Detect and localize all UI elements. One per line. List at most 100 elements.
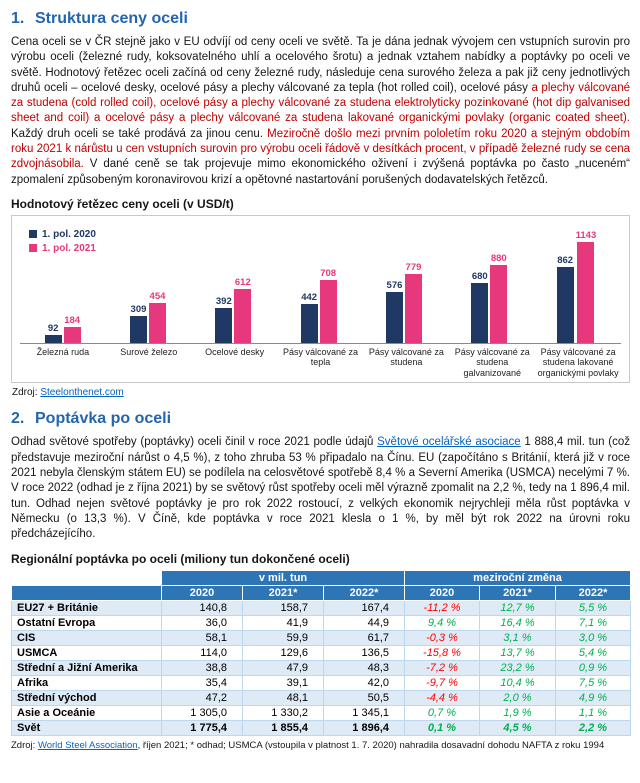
table-row: Ostatní Evropa 36,0 41,9 44,9 9,4 % 16,4 % 7,1… bbox=[11, 614, 631, 631]
tonnage-cell: 50,5 bbox=[323, 689, 405, 706]
bar: 880 bbox=[490, 252, 508, 343]
tonnage-cell: 1 345,1 bbox=[323, 704, 405, 721]
bar-rect bbox=[319, 279, 337, 343]
bar-rect bbox=[44, 334, 62, 343]
x-axis-label: Pásy válcované za studena bbox=[368, 346, 444, 368]
section-1-title: Struktura ceny oceli bbox=[35, 10, 188, 27]
tonnage-cell: 129,6 bbox=[242, 644, 324, 661]
bar: 612 bbox=[234, 276, 252, 343]
bar-value-label: 309 bbox=[130, 303, 147, 315]
change-cell: 4,9 % bbox=[555, 689, 631, 706]
table-heading: Regionální poptávka po oceli (miliony tu… bbox=[11, 551, 350, 566]
table-row: Střední a Jižní Amerika 38,8 47,9 48,3 -7,2 … bbox=[11, 659, 631, 676]
tonnage-cell: 41,9 bbox=[242, 614, 324, 631]
value-chain-bar-chart: 1. pol. 2020 1. pol. 2021 92 184 309 454 392 6… bbox=[11, 214, 630, 384]
inline-link[interactable]: World Steel Association bbox=[37, 739, 138, 751]
tonnage-cell: 35,4 bbox=[161, 674, 243, 691]
bar: 779 bbox=[404, 262, 422, 343]
bar-group: 680 880 bbox=[471, 252, 508, 343]
bar-value-label: 880 bbox=[490, 252, 507, 264]
chart-plot-area: 92 184 309 454 392 612 442 708 576 779 680 880 862 11… bbox=[20, 226, 621, 344]
table-group-header: v mil. tun bbox=[161, 569, 405, 586]
table-row: EU27 + Británie 140,8 158,7 167,4 -11,2 % 12,… bbox=[11, 599, 631, 616]
change-cell: -4,4 % bbox=[404, 689, 480, 706]
table-corner-cell bbox=[11, 584, 162, 601]
region-cell: Střední východ bbox=[11, 689, 162, 706]
tonnage-cell: 114,0 bbox=[161, 644, 243, 661]
bar-value-label: 862 bbox=[557, 254, 574, 266]
bar-value-label: 454 bbox=[149, 290, 166, 302]
bar: 680 bbox=[471, 271, 489, 343]
text-run: Odhad světové spotřeby (poptávky) oceli … bbox=[11, 436, 378, 449]
bar-value-label: 576 bbox=[386, 279, 403, 291]
change-cell: 7,5 % bbox=[555, 674, 631, 691]
bar: 576 bbox=[385, 279, 403, 343]
x-axis-label: Surové železo bbox=[120, 346, 178, 357]
chart-heading: Hodnotový řetězec ceny oceli (v USD/t) bbox=[11, 196, 234, 211]
legend-item: 1. pol. 2020 bbox=[29, 229, 96, 240]
tonnage-cell: 1 896,4 bbox=[323, 719, 405, 736]
inline-link[interactable]: Steelonthenet.com bbox=[40, 387, 124, 399]
bar-rect bbox=[385, 291, 403, 343]
bar-group: 92 184 bbox=[44, 314, 81, 343]
x-axis-label: Ocelové desky bbox=[205, 346, 265, 357]
document-page: 1. Struktura ceny oceli Cena oceli se v Č… bbox=[11, 10, 631, 751]
change-cell: 9,4 % bbox=[404, 614, 480, 631]
bar-rect bbox=[471, 282, 489, 343]
change-cell: 3,1 % bbox=[479, 629, 556, 646]
section-2-number: 2. bbox=[11, 410, 25, 428]
text-run: Zdroj: bbox=[12, 387, 41, 399]
bar-rect bbox=[404, 273, 422, 343]
bar: 92 bbox=[44, 322, 62, 343]
bar-rect bbox=[577, 241, 595, 343]
tonnage-cell: 44,9 bbox=[323, 614, 405, 631]
region-cell: Afrika bbox=[11, 674, 162, 691]
table-year-header: 2021* bbox=[242, 584, 324, 601]
tonnage-cell: 48,1 bbox=[242, 689, 324, 706]
inline-link[interactable]: Světové ocelářské asociace bbox=[377, 436, 521, 449]
change-cell: 13,7 % bbox=[479, 644, 556, 661]
bar-rect bbox=[215, 307, 233, 343]
tonnage-cell: 140,8 bbox=[161, 599, 243, 616]
tonnage-cell: 42,0 bbox=[323, 674, 405, 691]
bar-value-label: 92 bbox=[47, 322, 59, 334]
text-run: V dané ceně se tak projevuje mimo ekonom… bbox=[11, 158, 630, 186]
region-cell: Ostatní Evropa bbox=[11, 614, 162, 631]
table-row: Asie a Oceánie 1 305,0 1 330,2 1 345,1 0,7 %… bbox=[11, 704, 631, 721]
change-cell: -0,3 % bbox=[404, 629, 480, 646]
bar-rect bbox=[234, 288, 252, 343]
tonnage-cell: 158,7 bbox=[242, 599, 324, 616]
section-1-heading: 1. Struktura ceny oceli bbox=[11, 10, 630, 28]
tonnage-cell: 1 330,2 bbox=[242, 704, 324, 721]
tonnage-cell: 47,9 bbox=[242, 659, 324, 676]
bar-group: 309 454 bbox=[129, 290, 166, 343]
bar-value-label: 612 bbox=[234, 276, 251, 288]
text-run: Cena oceli se v ČR stejně jako v EU odví… bbox=[11, 36, 630, 94]
x-axis-label: Pásy válcované za tepla bbox=[282, 346, 359, 368]
chart-source-line: Zdroj: Steelonthenet.com bbox=[12, 387, 630, 398]
region-cell: Střední a Jižní Amerika bbox=[11, 659, 162, 676]
change-cell: 4,5 % bbox=[479, 719, 556, 736]
tonnage-cell: 1 775,4 bbox=[161, 719, 243, 736]
bar-rect bbox=[490, 264, 508, 343]
section-2-heading: 2. Poptávka po oceli bbox=[11, 410, 630, 428]
change-cell: 1,1 % bbox=[555, 704, 631, 721]
change-cell: 0,7 % bbox=[404, 704, 480, 721]
chart-legend: 1. pol. 2020 1. pol. 2021 bbox=[29, 229, 96, 254]
bar-value-label: 184 bbox=[64, 314, 81, 326]
text-run: 1 888,4 mil. tun (což představuje meziro… bbox=[11, 436, 631, 541]
tonnage-cell: 48,3 bbox=[323, 659, 405, 676]
tonnage-cell: 1 855,4 bbox=[242, 719, 324, 736]
tonnage-cell: 38,8 bbox=[161, 659, 243, 676]
text-run: Každý druh oceli se také prodává za jino… bbox=[11, 127, 268, 140]
bar: 454 bbox=[148, 290, 166, 343]
bar-value-label: 708 bbox=[320, 267, 337, 279]
change-cell: 1,9 % bbox=[479, 704, 556, 721]
tonnage-cell: 58,1 bbox=[161, 629, 243, 646]
chart-x-axis: Železná ruda Surové železo Ocelové desky Pá… bbox=[20, 344, 621, 381]
table-corner-cell bbox=[11, 569, 162, 586]
change-cell: 7,1 % bbox=[555, 614, 631, 631]
text-run: , říjen 2021; * odhad; USMCA (vstoupila … bbox=[137, 739, 605, 751]
bar-group: 862 1143 bbox=[556, 230, 596, 343]
table-group-header: meziroční změna bbox=[404, 569, 631, 586]
